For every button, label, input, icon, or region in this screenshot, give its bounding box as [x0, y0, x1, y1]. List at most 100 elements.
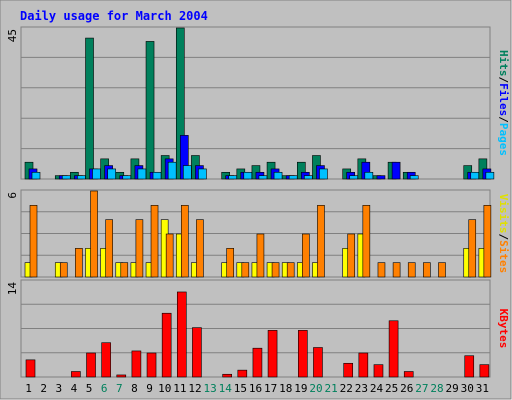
bar-sites-day-23: [362, 205, 371, 278]
bar-pages-day-31: [485, 171, 495, 180]
bar-pages-day-4: [77, 175, 86, 180]
bar-pages-day-11: [182, 165, 192, 180]
bar-kbytes-day-8: [131, 350, 142, 378]
bar-sites-day-10: [165, 233, 174, 278]
bar-sites-day-27: [423, 262, 431, 278]
bar-pages-day-30: [470, 171, 480, 180]
bar-kbytes-day-26: [403, 371, 414, 378]
x-tick-label-7: 7: [116, 382, 123, 395]
bar-sites-day-26: [407, 262, 416, 278]
bar-sites-day-4: [75, 248, 83, 278]
y-max-label: 6: [6, 192, 19, 199]
legend-item: Visits: [497, 194, 510, 234]
bar-sites-day-11: [180, 205, 189, 278]
bar-kbytes-day-14: [222, 373, 232, 378]
x-tick-label-8: 8: [131, 382, 138, 395]
bar-pages-day-6: [107, 168, 116, 180]
bar-pages-day-26: [409, 175, 419, 180]
bar-kbytes-day-15: [237, 369, 248, 378]
bar-pages-day-12: [198, 168, 207, 180]
bar-kbytes-day-19: [298, 330, 308, 378]
legend-item: Pages: [497, 123, 510, 156]
bar-kbytes-day-30: [464, 355, 475, 378]
x-tick-label-6: 6: [101, 382, 108, 395]
bar-pages-day-5: [92, 168, 101, 180]
bar-sites-day-25: [392, 262, 401, 278]
bar-sites-day-15: [241, 262, 250, 278]
bar-sites-day-14: [226, 248, 234, 278]
bar-pages-day-20: [319, 168, 328, 180]
x-tick-label-25: 25: [385, 382, 398, 395]
bar-kbytes-day-6: [101, 342, 111, 378]
bar-kbytes-day-23: [358, 352, 369, 378]
x-tick-label-4: 4: [71, 382, 78, 395]
x-tick-label-23: 23: [355, 382, 368, 395]
bar-pages-day-16: [258, 175, 268, 180]
chart-title: Daily usage for March 2004: [20, 9, 208, 23]
x-tick-label-29: 29: [446, 382, 459, 395]
bar-files-day-24: [376, 175, 386, 180]
legend-item: /: [497, 234, 510, 241]
x-tick-label-5: 5: [86, 382, 93, 395]
bar-pages-day-7: [122, 175, 132, 180]
x-tick-label-26: 26: [400, 382, 413, 395]
bar-sites-day-9: [150, 205, 159, 278]
bar-kbytes-day-25: [388, 320, 399, 378]
bar-pages-day-9: [152, 171, 162, 180]
bar-sites-day-1: [29, 205, 38, 278]
bar-sites-day-18: [286, 262, 295, 278]
y-max-label: 45: [6, 29, 19, 42]
bar-kbytes-day-24: [373, 364, 384, 378]
x-tick-label-15: 15: [234, 382, 247, 395]
x-tick-label-3: 3: [56, 382, 63, 395]
y-max-label: 14: [6, 282, 19, 296]
bar-pages-day-14: [228, 175, 237, 180]
bar-kbytes-day-1: [25, 359, 36, 378]
x-tick-label-2: 2: [40, 382, 47, 395]
legend-item: Sites: [497, 240, 510, 273]
bar-sites-day-20: [317, 205, 325, 278]
x-tick-label-30: 30: [461, 382, 474, 395]
bar-kbytes-day-4: [71, 371, 81, 378]
x-tick-label-19: 19: [294, 382, 307, 395]
bar-pages-day-8: [137, 168, 147, 180]
bar-hits-day-9: [145, 41, 155, 180]
bar-sites-day-28: [438, 262, 446, 278]
x-tick-label-21: 21: [325, 382, 338, 395]
legend-item: Hits: [497, 50, 510, 77]
bar-sites-day-19: [302, 233, 310, 278]
legend-item: Files: [497, 83, 510, 116]
bar-kbytes-day-12: [192, 327, 202, 378]
x-tick-label-18: 18: [279, 382, 292, 395]
bar-hits-day-5: [85, 37, 94, 180]
bar-sites-day-3: [59, 262, 68, 278]
legend-item: /: [497, 116, 510, 123]
legend-visits-sites: Visits/Sites: [497, 194, 510, 274]
bar-pages-day-17: [273, 171, 283, 180]
x-tick-label-1: 1: [25, 382, 32, 395]
x-tick-label-11: 11: [173, 382, 186, 395]
bar-kbytes-day-11: [176, 291, 187, 378]
bar-pages-day-15: [243, 171, 253, 180]
bar-kbytes-day-10: [161, 312, 172, 378]
bar-pages-day-18: [288, 175, 298, 180]
x-tick-label-14: 14: [219, 382, 233, 395]
bar-sites-day-7: [120, 262, 129, 278]
x-tick-label-31: 31: [476, 382, 489, 395]
legend-item: /: [497, 77, 510, 84]
x-tick-label-10: 10: [158, 382, 171, 395]
x-tick-label-9: 9: [146, 382, 153, 395]
bar-kbytes-day-9: [146, 352, 157, 378]
x-tick-label-24: 24: [370, 382, 384, 395]
bar-sites-day-24: [377, 262, 386, 278]
panel-kbytes: 14 KBytes: [6, 279, 510, 378]
bar-pages-day-19: [304, 175, 313, 180]
x-tick-label-27: 27: [415, 382, 428, 395]
bar-kbytes-day-7: [116, 374, 127, 378]
bar-sites-day-8: [135, 219, 144, 278]
legend-hits-files-pages: Hits/Files/Pages: [497, 50, 510, 156]
bar-sites-day-31: [483, 205, 492, 278]
